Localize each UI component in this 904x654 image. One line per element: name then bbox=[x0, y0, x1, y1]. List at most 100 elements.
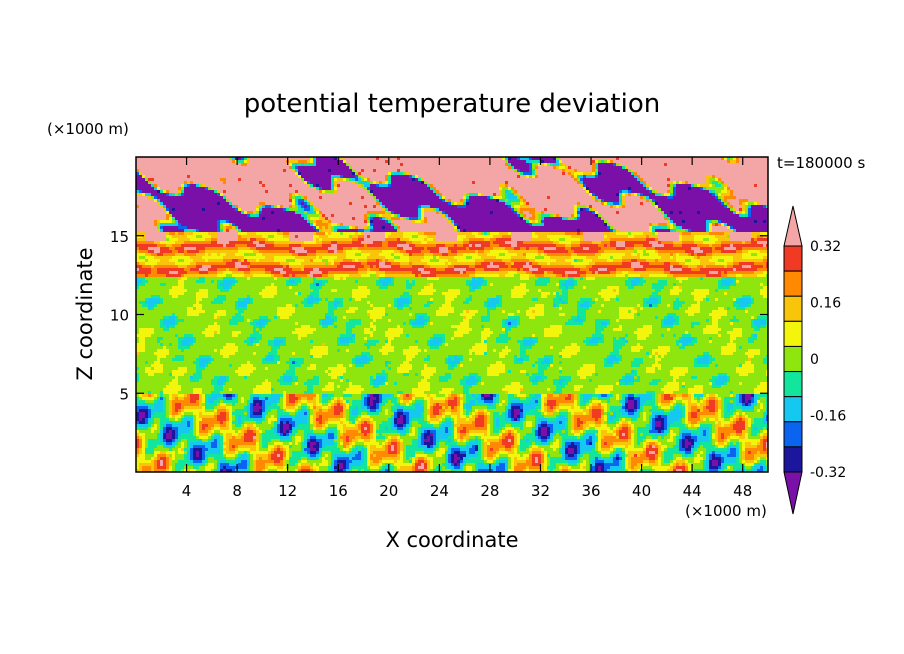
field-cell bbox=[322, 397, 331, 400]
field-cell bbox=[379, 409, 382, 412]
field-cell bbox=[538, 379, 544, 382]
field-cell bbox=[199, 400, 202, 403]
field-cell bbox=[544, 310, 577, 313]
field-cell bbox=[247, 157, 250, 160]
field-cell bbox=[241, 208, 256, 211]
field-cell bbox=[268, 352, 277, 355]
field-cell bbox=[316, 364, 337, 367]
field-cell bbox=[328, 247, 337, 250]
field-cell bbox=[739, 319, 751, 322]
field-cell bbox=[628, 190, 631, 193]
field-cell bbox=[433, 409, 439, 412]
field-cell bbox=[514, 205, 520, 208]
field-cell bbox=[598, 271, 610, 274]
field-cell bbox=[751, 301, 754, 304]
field-cell bbox=[361, 178, 364, 181]
field-cell bbox=[388, 337, 394, 340]
field-cell bbox=[151, 412, 154, 415]
field-cell bbox=[205, 247, 238, 250]
field-cell bbox=[529, 409, 538, 412]
field-cell bbox=[337, 325, 346, 328]
field-cell bbox=[499, 268, 517, 271]
field-cell bbox=[712, 319, 718, 322]
field-cell bbox=[676, 400, 682, 403]
field-cell bbox=[631, 169, 634, 172]
field-cell bbox=[529, 358, 538, 361]
field-cell bbox=[445, 340, 481, 343]
field-cell bbox=[391, 319, 409, 322]
field-cell bbox=[352, 238, 358, 241]
field-cell bbox=[568, 292, 598, 295]
field-cell bbox=[622, 406, 625, 409]
field-cell bbox=[676, 226, 679, 229]
field-cell bbox=[724, 406, 727, 409]
field-cell bbox=[235, 157, 241, 160]
field-cell bbox=[532, 373, 544, 376]
field-cell bbox=[505, 385, 523, 388]
field-cell bbox=[601, 310, 619, 313]
field-cell bbox=[742, 250, 748, 253]
field-cell bbox=[703, 409, 709, 412]
field-cell bbox=[619, 298, 643, 301]
field-cell bbox=[511, 370, 520, 373]
field-cell bbox=[238, 304, 247, 307]
field-cell bbox=[760, 292, 768, 295]
field-cell bbox=[481, 262, 490, 265]
field-cell bbox=[289, 196, 292, 199]
field-cell bbox=[673, 220, 682, 223]
field-cell bbox=[493, 349, 496, 352]
field-cell bbox=[658, 202, 721, 205]
field-cell bbox=[181, 412, 184, 415]
field-cell bbox=[445, 373, 451, 376]
field-cell bbox=[445, 406, 448, 409]
field-cell bbox=[682, 289, 694, 292]
field-cell bbox=[466, 193, 469, 196]
field-cell bbox=[619, 289, 655, 292]
field-cell bbox=[400, 157, 502, 160]
field-cell bbox=[313, 187, 316, 190]
field-cell bbox=[226, 310, 238, 313]
field-cell bbox=[289, 367, 295, 370]
field-cell bbox=[394, 280, 406, 283]
field-cell bbox=[226, 229, 229, 232]
field-cell bbox=[214, 280, 217, 283]
field-cell bbox=[466, 268, 475, 271]
field-cell bbox=[637, 250, 643, 253]
field-cell bbox=[232, 157, 235, 160]
field-cell bbox=[307, 274, 310, 277]
field-cell bbox=[253, 406, 262, 409]
field-cell bbox=[730, 283, 736, 286]
field-cell bbox=[388, 259, 394, 262]
field-cell bbox=[610, 229, 613, 232]
field-cell bbox=[184, 247, 196, 250]
field-cell bbox=[430, 250, 439, 253]
field-cell bbox=[625, 196, 640, 199]
field-cell bbox=[727, 343, 736, 346]
field-cell bbox=[487, 301, 499, 304]
field-cell bbox=[715, 190, 721, 193]
field-cell bbox=[571, 379, 589, 382]
field-cell bbox=[715, 196, 718, 199]
field-cell bbox=[727, 382, 739, 385]
field-cell bbox=[658, 235, 679, 238]
field-cell bbox=[328, 280, 355, 283]
field-cell bbox=[328, 169, 331, 172]
field-cell bbox=[472, 280, 484, 283]
field-cell bbox=[562, 289, 568, 292]
field-cell bbox=[397, 223, 451, 226]
field-cell bbox=[718, 196, 721, 199]
field-cell bbox=[178, 187, 181, 190]
field-cell bbox=[586, 277, 595, 280]
field-cell bbox=[370, 409, 376, 412]
field-cell bbox=[523, 343, 532, 346]
field-cell bbox=[676, 256, 694, 259]
field-cell bbox=[661, 325, 673, 328]
field-cell bbox=[715, 223, 718, 226]
field-cell bbox=[298, 283, 310, 286]
field-cell bbox=[469, 274, 475, 277]
field-cell bbox=[331, 178, 334, 181]
field-cell bbox=[223, 193, 289, 196]
field-cell bbox=[589, 205, 592, 208]
field-cell bbox=[265, 355, 268, 358]
field-cell bbox=[322, 271, 328, 274]
